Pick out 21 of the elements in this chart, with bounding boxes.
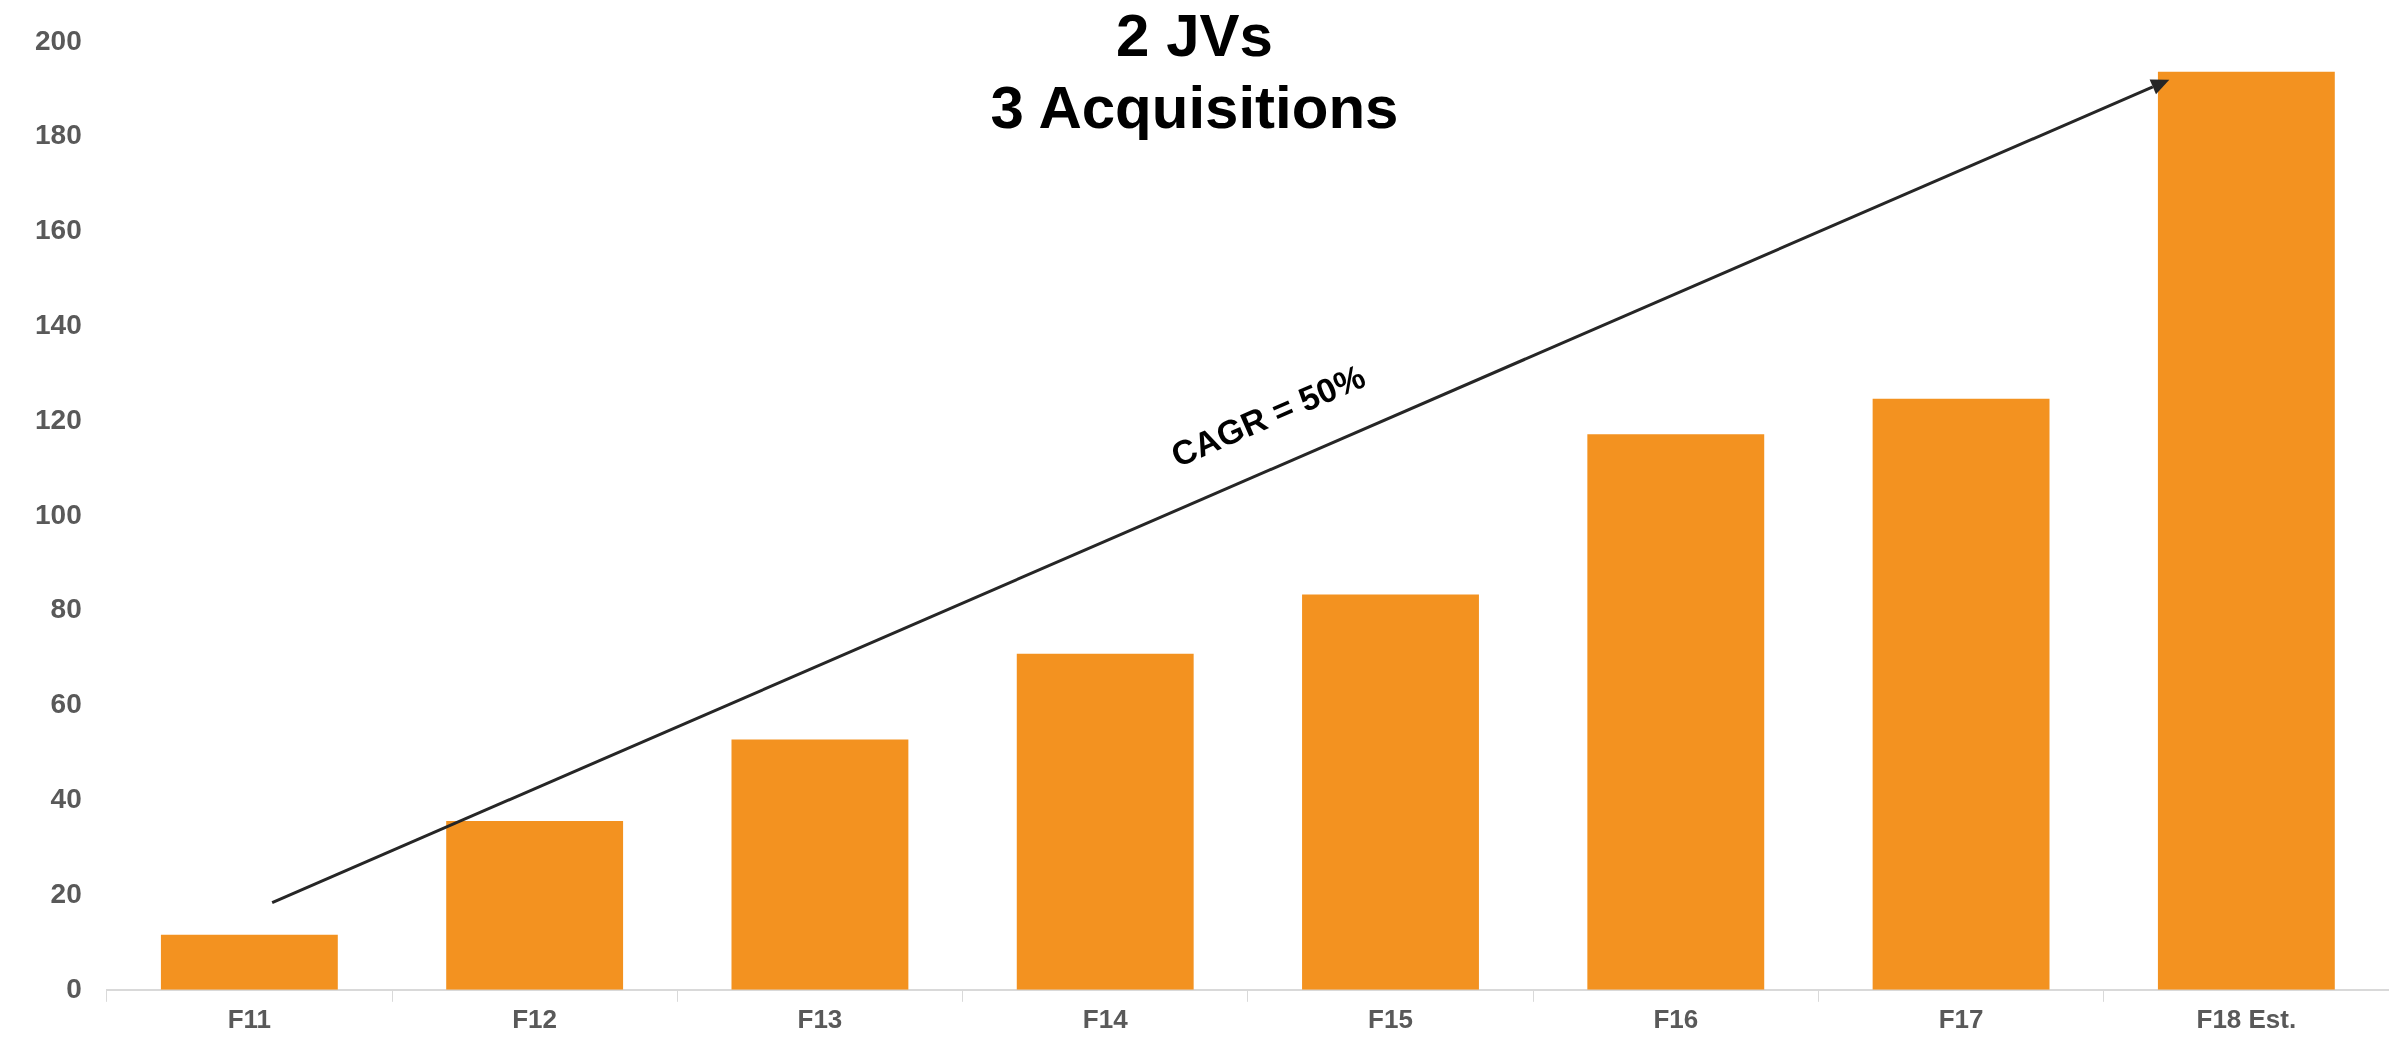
x-tick-label: F16 [1653, 1003, 1699, 1034]
chart-title: 2 JVs 3 Acquisitions [990, 2, 1399, 141]
y-tick-label: 60 [50, 688, 82, 720]
y-tick-label: 40 [50, 782, 82, 814]
y-tick-label: 180 [35, 119, 82, 151]
y-tick-label: 0 [66, 972, 82, 1004]
y-tick-label: 20 [50, 877, 82, 909]
x-tick-label: F12 [512, 1003, 558, 1034]
y-tick-label: 100 [35, 498, 82, 530]
x-tick-label: F15 [1368, 1003, 1413, 1034]
x-tick-label: F14 [1082, 1003, 1129, 1034]
annotation: CAGR = 50% [1165, 357, 1371, 476]
y-tick-label: 120 [35, 403, 82, 435]
y-tick-label: 140 [35, 308, 82, 340]
x-tick-label: F18 Est. [2196, 1003, 2297, 1034]
x-tick-label: F11 [227, 1003, 272, 1034]
y-tick-label: 80 [50, 593, 82, 625]
y-tick-label: 160 [35, 214, 82, 246]
x-tick-label: F13 [797, 1003, 843, 1034]
x-tick-label: F17 [1938, 1003, 1984, 1034]
y-tick-label: 200 [35, 24, 82, 56]
